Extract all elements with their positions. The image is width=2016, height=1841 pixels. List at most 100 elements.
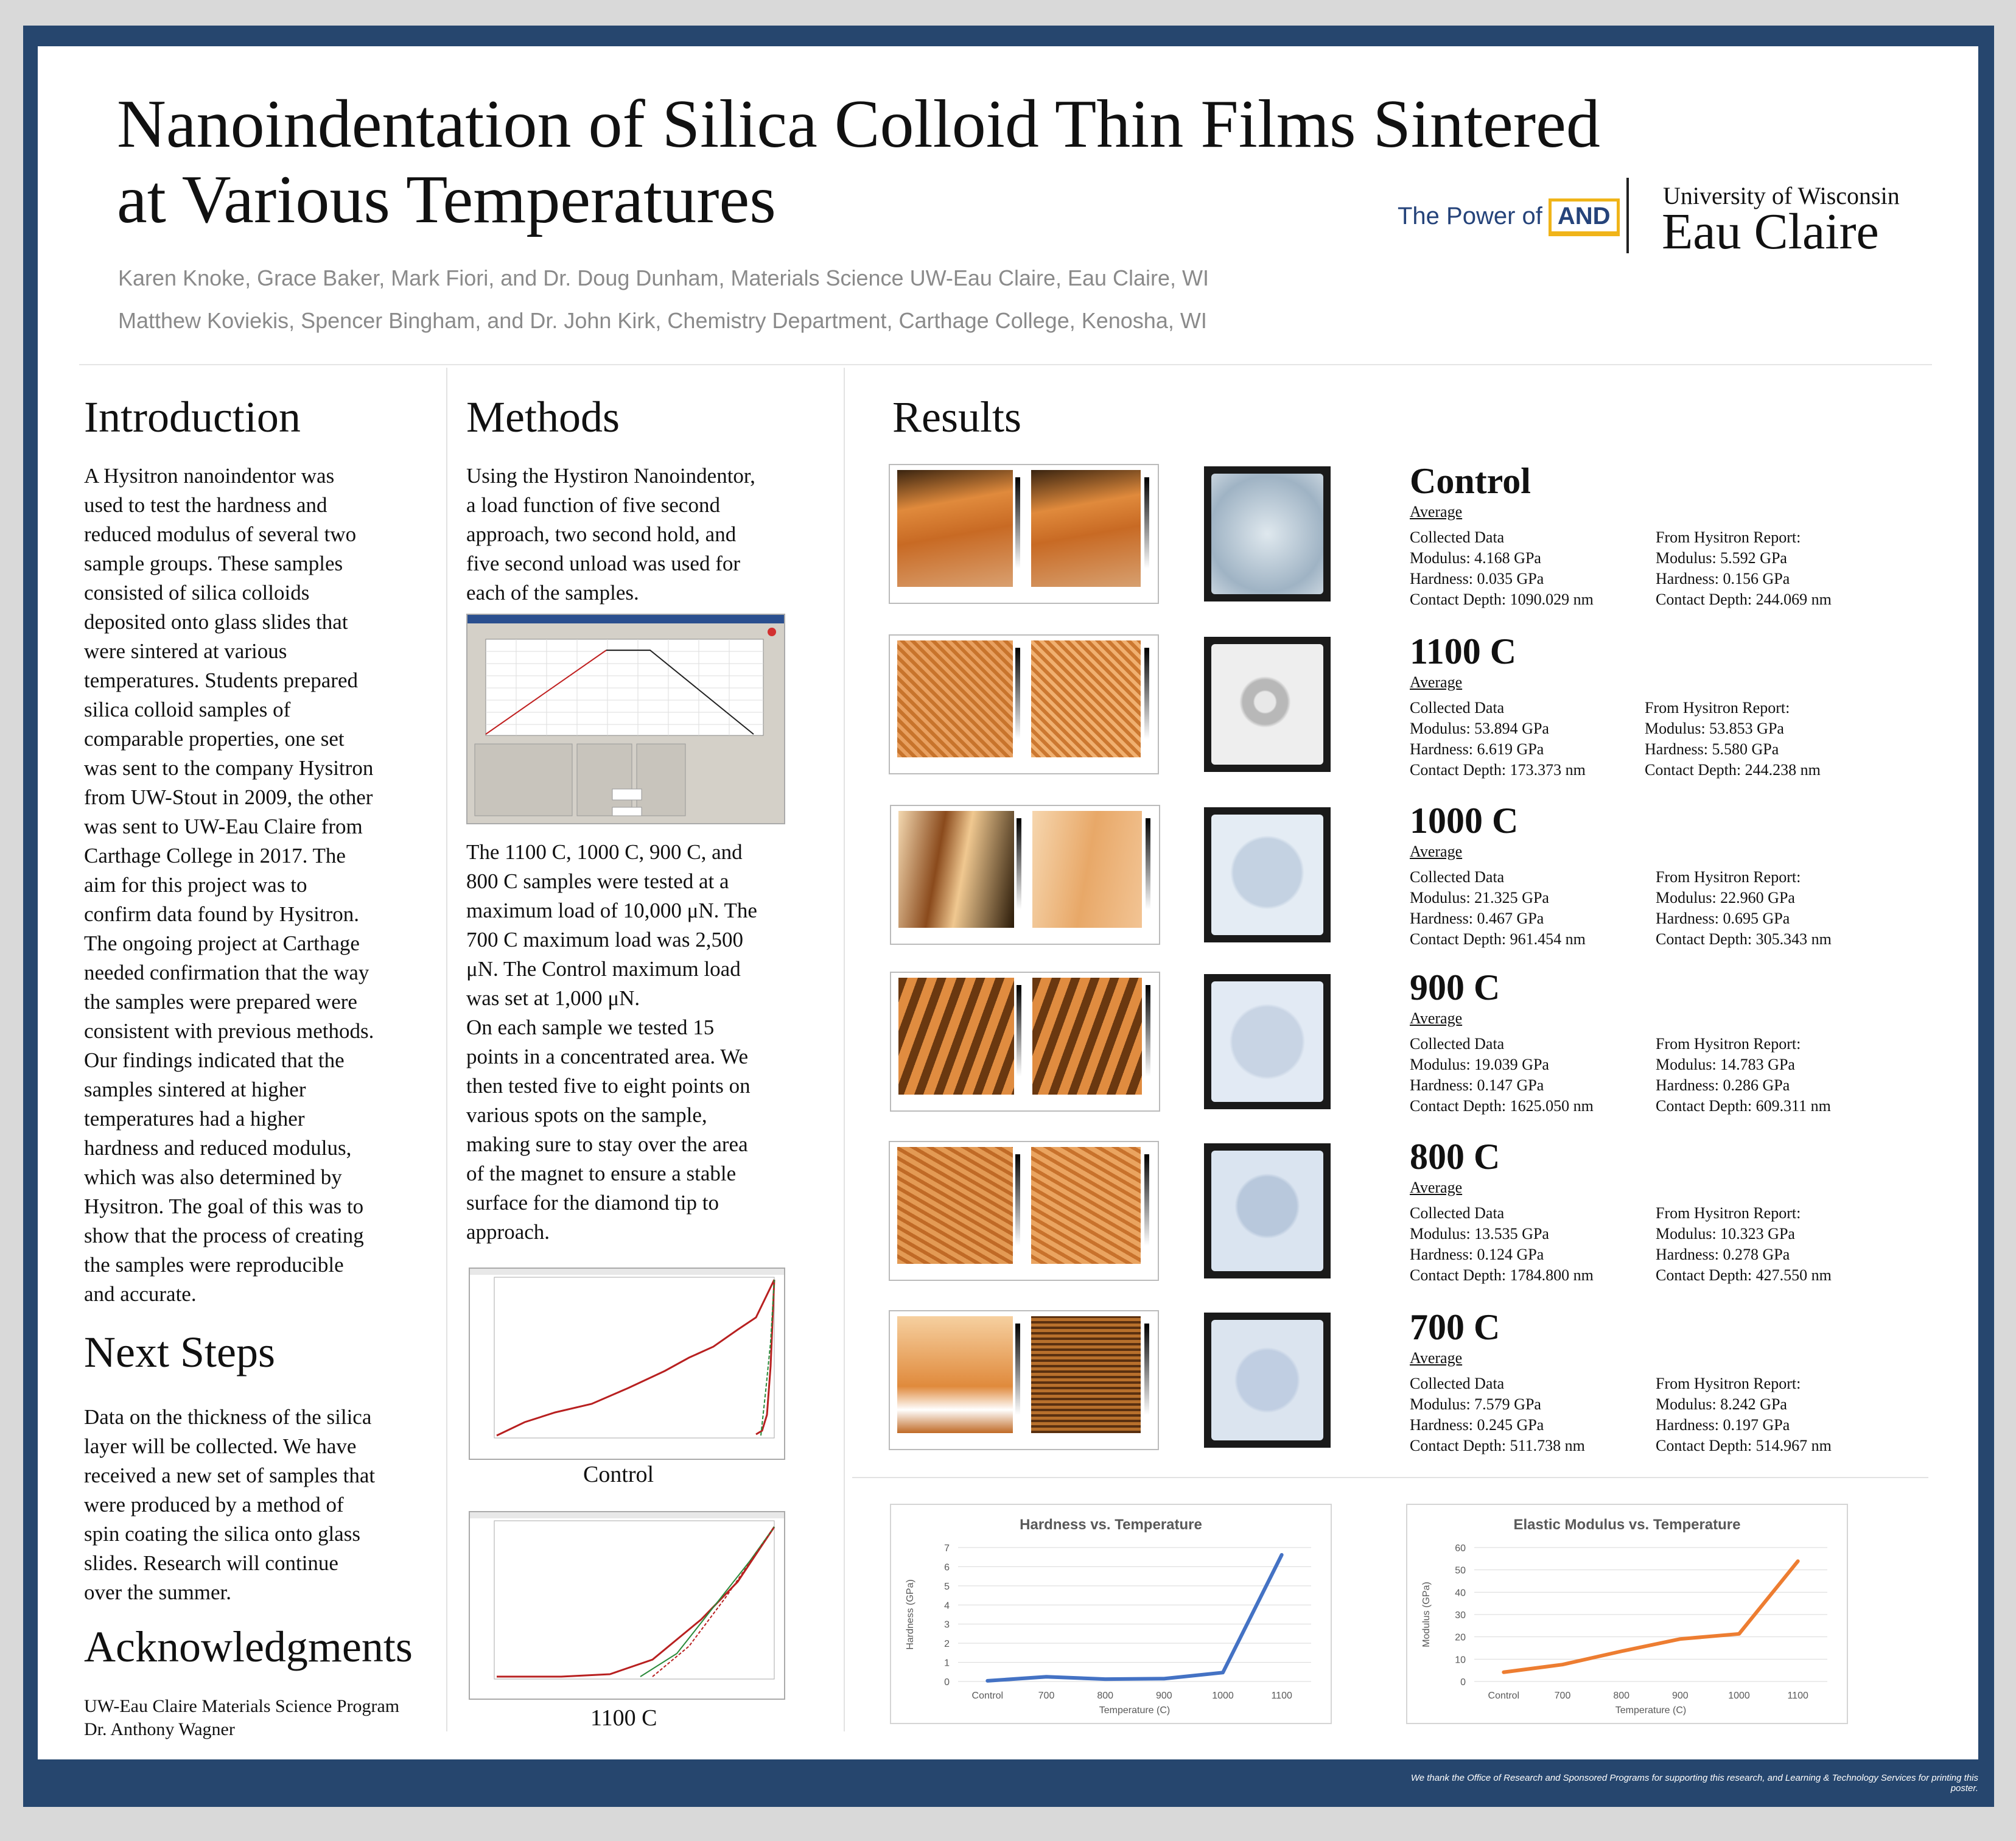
y-tick-label: 40 — [1455, 1588, 1466, 1598]
data-line: Hardness: 0.695 GPa — [1656, 910, 1790, 927]
afm-amplitude-panel — [1031, 470, 1141, 587]
afm-amplitude-panel — [1032, 978, 1142, 1095]
text-line: various spots on the sample, — [466, 1103, 707, 1127]
hysitron-report-data: From Hysitron Report: Modulus: 5.592 GPa H… — [1656, 527, 1832, 610]
sample-photo — [1204, 1313, 1331, 1448]
data-line: Modulus: 21.325 GPa — [1410, 889, 1549, 906]
x-tick-label: 700 — [1038, 1691, 1055, 1701]
data-line: Contact Depth: 514.967 nm — [1656, 1437, 1832, 1454]
text-line: Using the Hystiron Nanoindentor, — [466, 464, 755, 488]
x-tick-label: 800 — [1613, 1691, 1629, 1701]
afm-amplitude-panel — [1031, 640, 1141, 757]
data-line: Hardness: 0.156 GPa — [1656, 570, 1790, 587]
afm-scan-image — [890, 972, 1160, 1112]
data-point — [1045, 1675, 1048, 1678]
column-divider-2 — [844, 368, 845, 1731]
collected-data: Collected Data Modulus: 13.535 GPa Hardnes… — [1410, 1203, 1594, 1286]
afm-height-panel — [898, 978, 1014, 1095]
results-divider — [852, 1477, 1928, 1478]
methods-text-2: The 1100 C, 1000 C, 900 C, and 800 C samp… — [466, 838, 819, 1247]
authors-line-1: Karen Knoke, Grace Baker, Mark Fiori, an… — [118, 265, 1209, 290]
methods-text-1: Using the Hystiron Nanoindentor, a load f… — [466, 461, 819, 608]
y-tick-label: 30 — [1455, 1610, 1466, 1621]
data-line: Modulus: 22.960 GPa — [1656, 889, 1795, 906]
text-line: which was also determined by — [84, 1165, 342, 1189]
text-line: approach, two second hold, and — [466, 522, 737, 546]
data-line: From Hysitron Report: — [1656, 868, 1801, 886]
1100c-load-displacement-graph — [470, 1512, 784, 1680]
text-line: the samples were reproducible — [84, 1253, 344, 1277]
x-tick-label: 800 — [1097, 1691, 1113, 1701]
x-tick-label: 1000 — [1728, 1691, 1750, 1701]
x-tick-label: 900 — [1672, 1691, 1689, 1701]
afm-scan-image — [889, 634, 1159, 774]
modulus-chart: Elastic Modulus vs. Temperature 0 10 20 30 40… — [1406, 1504, 1848, 1724]
sample-heading: 1000 C — [1410, 801, 1519, 841]
data-line: Hardness: 0.147 GPa — [1410, 1076, 1544, 1094]
data-line: Collected Data — [1410, 1035, 1505, 1053]
sample-photo — [1204, 807, 1331, 942]
data-line: Modulus: 53.853 GPa — [1645, 720, 1784, 737]
header-divider — [79, 364, 1932, 365]
text-line: consisted of silica colloids — [84, 581, 310, 605]
text-line: slides. Research will continue — [84, 1551, 338, 1575]
x-tick-label: 1100 — [1787, 1691, 1808, 1701]
text-line: over the summer. — [84, 1580, 232, 1604]
control-load-displacement-graph — [470, 1269, 784, 1439]
data-line: Modulus: 19.039 GPa — [1410, 1056, 1549, 1073]
sample-heading: 800 C — [1410, 1137, 1500, 1177]
text-line: was sent to the company Hysitron — [84, 756, 374, 780]
introduction-text: A Hysitron nanoindentor was used to test … — [84, 461, 431, 1309]
text-line: deposited onto glass slides that — [84, 610, 348, 634]
data-line: Hardness: 0.124 GPa — [1410, 1246, 1544, 1263]
next-steps-heading: Next Steps — [84, 1328, 275, 1376]
afm-height-panel — [897, 640, 1013, 757]
afm-scan-image — [889, 1141, 1159, 1281]
data-point — [1738, 1632, 1740, 1635]
y-tick-label: 50 — [1455, 1566, 1466, 1576]
data-line: Contact Depth: 1090.029 nm — [1410, 591, 1594, 608]
sample-heading: 1100 C — [1410, 631, 1517, 672]
text-line: spin coating the silica onto glass — [84, 1522, 360, 1546]
x-axis-label: Temperature (C) — [1099, 1705, 1170, 1716]
data-line: Hardness: 0.286 GPa — [1656, 1076, 1790, 1094]
afm-scale-bar — [1144, 1324, 1149, 1415]
data-line: Contact Depth: 244.238 nm — [1645, 761, 1821, 779]
acknowledgments-text: UW-Eau Claire Materials Science Program D… — [84, 1695, 443, 1741]
data-line: Modulus: 53.894 GPa — [1410, 720, 1549, 737]
data-line: Contact Depth: 1625.050 nm — [1410, 1097, 1594, 1115]
average-label: Average — [1410, 1009, 1463, 1027]
afm-scale-bar — [1017, 985, 1021, 1076]
x-tick-label: 900 — [1156, 1691, 1172, 1701]
data-line: Hardness: 0.245 GPa — [1410, 1416, 1544, 1434]
text-line: maximum load of 10,000 μN. The — [466, 899, 757, 922]
university-name: University of Wisconsin — [1663, 182, 1900, 209]
1100c-caption: 1100 C — [590, 1705, 657, 1731]
x-tick-label: 700 — [1555, 1691, 1571, 1701]
text-line: 700 C maximum load was 2,500 — [466, 928, 743, 952]
glass-slide — [1211, 981, 1323, 1102]
data-line: Modulus: 4.168 GPa — [1410, 549, 1541, 567]
text-line: was set at 1,000 μN. — [466, 986, 640, 1010]
text-line: a load function of five second — [466, 493, 720, 517]
afm-scale-bar — [1144, 477, 1149, 569]
afm-scale-bar — [1015, 648, 1020, 739]
data-point — [1620, 1650, 1623, 1653]
data-point — [1796, 1560, 1799, 1563]
text-line: approach. — [466, 1220, 550, 1244]
logo-divider — [1626, 178, 1629, 253]
text-line: samples sintered at higher — [84, 1078, 306, 1101]
data-line: Collected Data — [1410, 868, 1505, 886]
collected-data: Collected Data Modulus: 19.039 GPa Hardnes… — [1410, 1034, 1594, 1117]
text-line: then tested five to eight points on — [466, 1074, 751, 1098]
text-line: consistent with previous methods. — [84, 1019, 374, 1043]
average-label: Average — [1410, 1349, 1463, 1367]
y-tick-label: 2 — [944, 1639, 950, 1649]
data-line: Collected Data — [1410, 1204, 1505, 1222]
text-line: The 1100 C, 1000 C, 900 C, and — [466, 840, 743, 864]
text-line: were sintered at various — [84, 639, 287, 663]
data-point — [1502, 1671, 1505, 1674]
text-line: reduced modulus of several two — [84, 522, 357, 546]
text-line: making sure to stay over the area — [466, 1132, 748, 1156]
data-line: Contact Depth: 305.343 nm — [1656, 930, 1832, 948]
